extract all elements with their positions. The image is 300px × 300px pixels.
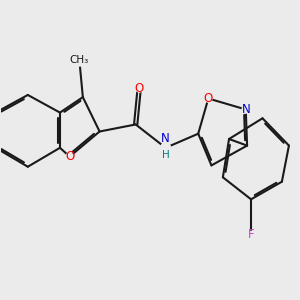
Circle shape [242, 106, 249, 113]
Text: H: H [162, 150, 170, 161]
Text: CH₃: CH₃ [70, 55, 89, 65]
Circle shape [66, 153, 73, 160]
Circle shape [73, 53, 86, 66]
Circle shape [161, 143, 171, 153]
Text: N: N [161, 132, 170, 145]
Text: F: F [248, 229, 254, 242]
Text: O: O [135, 82, 144, 95]
Text: O: O [65, 150, 74, 163]
Circle shape [205, 95, 212, 102]
Text: O: O [204, 92, 213, 105]
Text: N: N [242, 103, 250, 116]
Circle shape [248, 231, 255, 239]
Circle shape [136, 85, 143, 92]
